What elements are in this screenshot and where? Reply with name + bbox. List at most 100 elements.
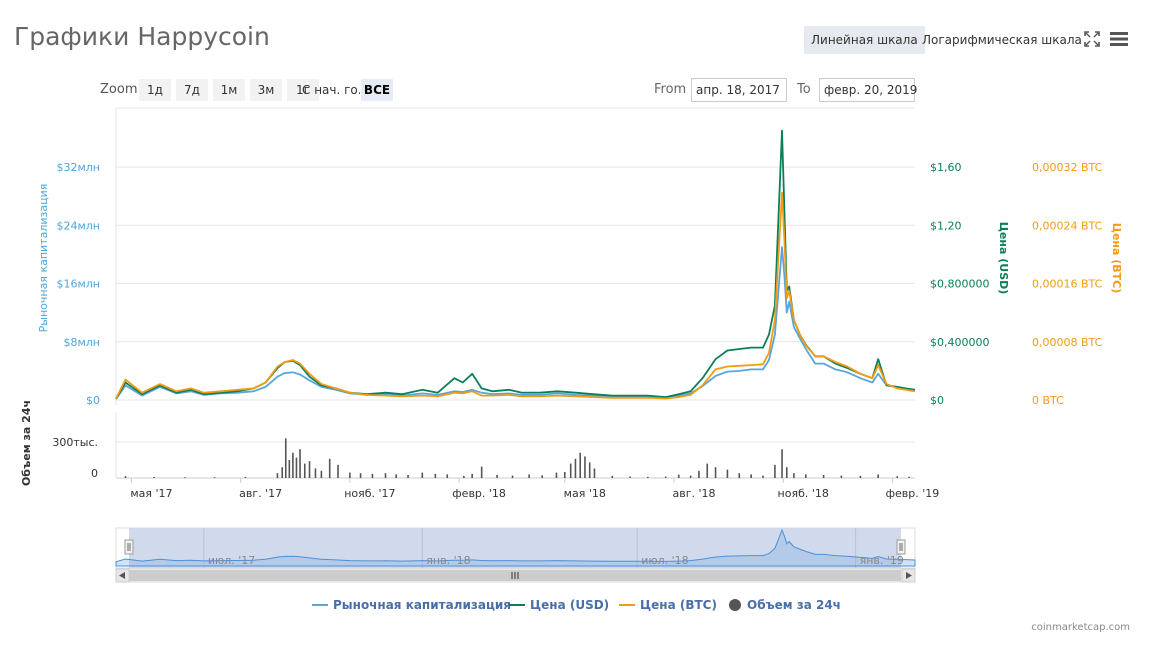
volume-bar <box>349 472 351 478</box>
navigator-series <box>115 528 916 567</box>
usd-axis-tick: $0 <box>930 394 944 407</box>
volume-bar <box>371 473 374 478</box>
legend-item[interactable]: Цена (BTC) <box>619 598 717 612</box>
volume-bar <box>434 473 437 478</box>
scrollbar-grip-icon <box>511 572 519 579</box>
legend-label: Рыночная капитализация <box>333 598 511 612</box>
series-line-price-btc <box>115 191 916 400</box>
volume-bar <box>480 466 483 478</box>
series-line-market-cap <box>115 246 916 400</box>
hamburger-menu-icon[interactable] <box>1110 31 1128 47</box>
navigator-tick: июл. '17 <box>208 554 255 567</box>
zoom-ytd-button[interactable]: С нач. го. <box>302 83 360 97</box>
zoom-1y-button[interactable]: 1г <box>287 79 319 101</box>
volume-bar <box>555 472 558 478</box>
volume-bar <box>496 475 498 478</box>
left-axis-tick: $16млн <box>56 278 100 291</box>
legend-item[interactable]: Объем за 24ч <box>729 598 841 612</box>
volume-bar <box>299 449 301 478</box>
volume-bar <box>793 473 795 478</box>
btc-axis-tick: 0,00032 BTC <box>1032 161 1103 174</box>
zoom-1m-button[interactable]: 1м <box>213 79 245 101</box>
volume-bar <box>563 472 566 478</box>
navigator[interactable]: июл. '17 янв. '18 июл. '18 янв. '19 <box>115 527 916 569</box>
arrow-left-icon <box>119 572 125 579</box>
series-line-price-usd <box>115 129 916 399</box>
arrow-right-icon <box>906 572 912 579</box>
btc-axis-tick: 0,00008 BTC <box>1032 336 1103 349</box>
volume-bar <box>706 463 709 478</box>
volume-bar <box>124 476 127 478</box>
usd-axis-tick: $0,400000 <box>930 336 990 349</box>
volume-bar <box>511 475 514 478</box>
volume-bar <box>588 462 591 478</box>
volume-bar <box>184 477 186 479</box>
volume-bar <box>288 460 291 478</box>
left-axis-tick: $32млн <box>56 161 100 174</box>
axis-labels: $0 $0 0 BTC $8млн $0,400000 0,00008 BTC $16млн… <box>20 161 1123 500</box>
volume-bar <box>471 473 473 478</box>
volume-bar <box>213 477 216 478</box>
zoom-1d-button[interactable]: 1д <box>139 79 171 101</box>
usd-axis-tick: $0,800000 <box>930 278 990 291</box>
zoom-7d-button[interactable]: 7д <box>176 79 208 101</box>
legend-item[interactable]: Цена (USD) <box>509 598 609 612</box>
x-axis-tick: нояб. '17 <box>344 487 395 500</box>
volume-bar <box>896 476 898 478</box>
volume-bar <box>153 477 155 478</box>
x-axis-tick: мая '17 <box>130 487 172 500</box>
volume-bar <box>877 474 879 478</box>
volume-bar <box>579 452 582 478</box>
volume-bars <box>124 438 910 479</box>
legend-item[interactable]: Рыночная капитализация <box>312 598 511 612</box>
volume-bar <box>407 475 409 478</box>
volume-bar <box>446 474 449 478</box>
navigator-tick: июл. '18 <box>641 554 688 567</box>
volume-bar <box>295 457 298 478</box>
left-axis-title: Рыночная капитализация <box>37 184 50 333</box>
zoom-3m-button[interactable]: 3м <box>250 79 282 101</box>
x-axis-tick: февр. '18 <box>452 487 506 500</box>
volume-bar <box>908 476 910 478</box>
navigator-ticks: июл. '17 янв. '18 июл. '18 янв. '19 <box>208 554 904 567</box>
log-scale-button[interactable]: Логарифмическая шкала <box>922 33 1082 47</box>
btc-axis-title: Цена (BTC) <box>1110 223 1123 294</box>
volume-bar <box>738 473 741 478</box>
zoom-all-button[interactable]: ВСЕ <box>361 79 393 101</box>
volume-bar <box>359 473 362 478</box>
volume-bar <box>314 468 317 478</box>
volume-bar <box>822 475 825 478</box>
scrollbar[interactable] <box>115 568 916 583</box>
grid-layer <box>115 107 915 483</box>
volume-bar <box>292 452 294 478</box>
x-axis-tick: февр. '19 <box>886 487 940 500</box>
page-title: Графики Happycoin <box>14 22 270 51</box>
volume-bar <box>804 474 807 478</box>
volume-bar <box>785 467 788 478</box>
navigator-tick: янв. '18 <box>426 554 470 567</box>
volume-bar <box>384 473 387 478</box>
volume-bar <box>698 470 700 478</box>
navigator-handle-left <box>124 539 134 555</box>
fullscreen-icon[interactable] <box>1084 31 1100 47</box>
credits-link[interactable]: coinmarketcap.com <box>1031 622 1130 633</box>
from-label: From <box>654 82 687 97</box>
volume-axis-tick: 300тыс. <box>52 436 98 449</box>
linear-scale-button[interactable]: Линейная шкала <box>804 26 925 54</box>
from-date-input[interactable]: апр. 18, 2017 <box>691 78 787 102</box>
to-date-input[interactable]: февр. 20, 2019 <box>819 78 917 102</box>
navigator-handle-right <box>896 539 906 555</box>
x-axis-tick: нояб. '18 <box>778 487 829 500</box>
to-label: To <box>797 82 811 97</box>
volume-bar <box>395 474 397 478</box>
left-axis-tick: $24млн <box>56 219 100 232</box>
volume-bar <box>574 458 577 478</box>
volume-bar <box>781 449 783 478</box>
volume-bar <box>569 463 572 478</box>
volume-bar <box>677 474 680 478</box>
x-axis-tick: авг. '17 <box>239 487 282 500</box>
volume-bar <box>303 463 306 478</box>
volume-bar <box>244 476 247 478</box>
volume-bar <box>750 474 752 478</box>
